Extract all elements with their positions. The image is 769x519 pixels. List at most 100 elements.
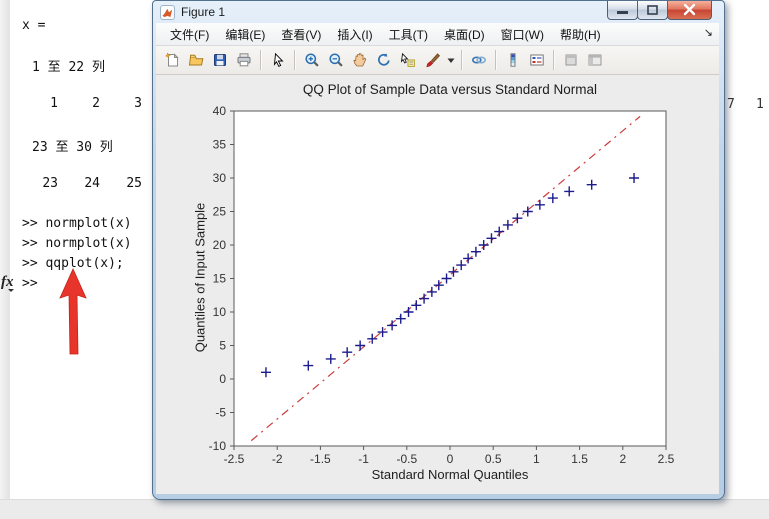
close-icon (683, 3, 696, 16)
rotate-3d-button[interactable] (372, 48, 396, 72)
data-point-marker (377, 327, 388, 338)
link-plots-button[interactable] (467, 48, 491, 72)
console-range2-label: 23 至 30 列 (32, 140, 113, 155)
y-tick-label: 20 (213, 238, 227, 252)
menu-desktop[interactable]: 桌面(D) (443, 27, 485, 42)
insert-legend-icon (530, 54, 544, 66)
data-point-marker (387, 320, 398, 331)
figure-window: Figure 1 文件(F) 编辑(E) 查看(V) 插入(I) 工具(T) 桌面(D) 窗… (152, 0, 725, 500)
data-point-marker (342, 347, 353, 358)
x-tick-label: -1 (358, 452, 369, 466)
data-cursor-icon (400, 52, 415, 67)
x-tick-label: 0.5 (485, 452, 502, 466)
insert-colorbar-icon (510, 53, 516, 67)
pan-hand-icon (353, 53, 367, 67)
show-plot-tools-button[interactable] (583, 48, 607, 72)
y-tick-label: 25 (213, 205, 227, 219)
data-point-marker (478, 240, 489, 250)
restore-icon (647, 5, 658, 15)
data-point-marker (502, 219, 513, 230)
toolbar-separator (495, 50, 497, 70)
hide-plot-tools-button[interactable] (559, 48, 583, 72)
console-prompt[interactable]: >> (22, 276, 38, 291)
brush-button[interactable] (420, 48, 444, 72)
title-bar[interactable]: Figure 1 (153, 1, 724, 23)
x-tick-label: 0 (447, 452, 454, 466)
show-plot-tools-icon (588, 54, 602, 66)
minimize-button[interactable] (607, 1, 638, 20)
close-button[interactable] (667, 1, 712, 20)
data-point-marker (433, 280, 444, 291)
save-button[interactable] (208, 48, 232, 72)
cursor-arrow-button[interactable] (266, 48, 290, 72)
data-point-marker (395, 313, 406, 324)
menu-insert[interactable]: 插入(I) (337, 27, 373, 42)
x-tick-label: -2.5 (224, 452, 245, 466)
data-point-marker (586, 179, 597, 190)
data-point-marker (534, 199, 545, 210)
y-tick-label: 40 (213, 104, 227, 118)
rotate-3d-icon (378, 53, 390, 66)
print-icon (237, 53, 251, 67)
data-point-marker (522, 206, 533, 217)
menu-view[interactable]: 查看(V) (281, 27, 322, 42)
console-command: >> normplot(x) (22, 216, 132, 231)
data-point-marker (456, 260, 467, 271)
new-document-button[interactable] (160, 48, 184, 72)
background-number-fragment: 1 (756, 97, 764, 112)
menu-file[interactable]: 文件(F) (170, 27, 210, 42)
menu-help[interactable]: 帮助(H) (559, 27, 601, 42)
data-point-marker (470, 246, 481, 257)
data-point-marker (494, 226, 505, 237)
data-point-marker (419, 293, 430, 304)
x-tick-label: -1.5 (310, 452, 331, 466)
data-point-marker (441, 273, 452, 284)
y-tick-label: 0 (219, 372, 226, 386)
console-row1: 1 2 3 (16, 96, 142, 111)
matrix-value: 3 (134, 96, 142, 111)
console-row2: 23 24 25 (16, 176, 142, 191)
menu-window[interactable]: 窗口(W) (500, 27, 544, 42)
brush-caret-button[interactable] (444, 48, 457, 72)
pan-hand-button[interactable] (348, 48, 372, 72)
matrix-value: 1 (50, 96, 58, 111)
toolbar-separator (553, 50, 555, 70)
figure-content: 文件(F) 编辑(E) 查看(V) 插入(I) 工具(T) 桌面(D) 窗口(W) 帮助(H)… (156, 23, 719, 494)
red-annotation-arrow-icon (59, 268, 87, 355)
matlab-bottom-edge (0, 499, 769, 519)
print-button[interactable] (232, 48, 256, 72)
data-point-marker (547, 193, 558, 204)
x-tick-label: -2 (272, 452, 283, 466)
fx-badge[interactable]: fx (1, 274, 14, 292)
matrix-value: 23 (42, 176, 58, 191)
console-var-line: x = (22, 18, 46, 33)
zoom-in-icon (305, 53, 319, 67)
insert-colorbar-button[interactable] (501, 48, 525, 72)
data-cursor-button[interactable] (396, 48, 420, 72)
data-point-marker (325, 353, 336, 364)
data-point-marker (403, 307, 414, 317)
open-folder-button[interactable] (184, 48, 208, 72)
toolbar-separator (260, 50, 262, 70)
brush-caret-icon (447, 58, 454, 63)
console-command: >> qqplot(x); (22, 256, 124, 271)
zoom-out-button[interactable] (324, 48, 348, 72)
open-folder-icon (188, 54, 204, 66)
menu-overflow-icon[interactable]: ↘ (703, 27, 713, 39)
data-point-marker (448, 266, 459, 277)
menu-tools[interactable]: 工具(T) (388, 27, 428, 42)
qq-plot: -2.5 -2 -1.5 -1 -0.5 0 0.5 1 1.5 2 2.5 -10 -5 0 5 10 15 2… (209, 104, 675, 466)
menu-edit[interactable]: 编辑(E) (225, 27, 266, 42)
data-point-marker (355, 340, 366, 351)
restore-button[interactable] (637, 1, 668, 20)
figure-canvas: QQ Plot of Sample Data versus Standard N… (156, 75, 719, 494)
hide-plot-tools-icon (565, 54, 577, 66)
matrix-value: 2 (92, 96, 100, 111)
x-tick-label: -0.5 (396, 452, 417, 466)
zoom-in-button[interactable] (300, 48, 324, 72)
data-point-marker (303, 360, 314, 371)
data-point-marker (486, 233, 497, 244)
insert-legend-button[interactable] (525, 48, 549, 72)
